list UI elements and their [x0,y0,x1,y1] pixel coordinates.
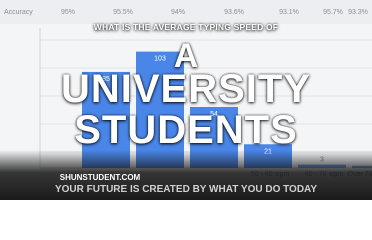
accuracy-value: 93.1% [279,9,299,16]
headline-line: A [173,37,199,75]
bar-label: 103 [154,56,166,63]
accuracy-row [0,0,372,24]
accuracy-value: 95.7% [323,9,343,16]
site-name: SHUNSTUDENT.COM [59,173,141,182]
bar-label: 54 [210,111,218,118]
headline-line: STUDENTS [74,108,298,152]
accuracy-label: Accuracy [4,9,33,16]
accuracy-value: 93.6% [224,9,244,16]
accuracy-value: 95% [61,9,75,16]
headline-line: UNIVERSITY [60,67,312,111]
bottom-shade [0,150,372,200]
accuracy-value: 95.5% [113,9,133,16]
bar-label: 85 [102,76,110,83]
tagline: YOUR FUTURE IS CREATED BY WHAT YOU DO TO… [54,184,318,195]
headline-line: WHAT IS THE AVERAGE TYPING SPEED OF [93,22,279,32]
accuracy-value: 94% [171,9,185,16]
bar [136,51,184,168]
accuracy-value: 93.3% [348,9,368,16]
thumbnail: Accuracy 95% 95.5% 94% 93.6% 93.1% 95.7% 93.3%… [0,0,372,200]
